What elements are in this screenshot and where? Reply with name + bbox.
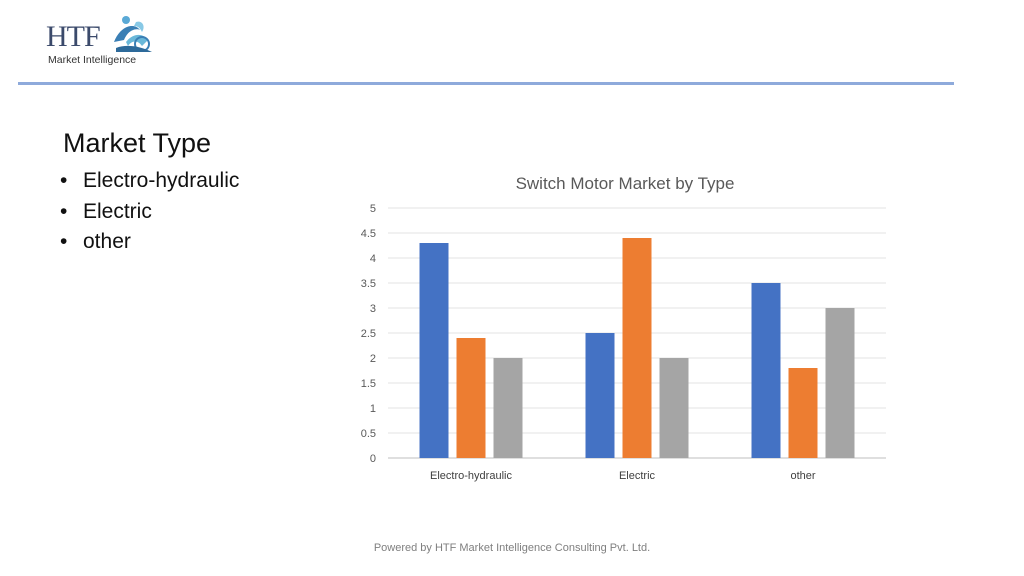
y-tick-label: 4: [370, 253, 376, 265]
y-tick-label: 3: [370, 303, 376, 315]
bar: [751, 283, 781, 458]
bar: [456, 338, 486, 458]
bar: [622, 238, 652, 458]
x-tick-label: Electro-hydraulic: [430, 470, 512, 482]
y-tick-label: 3.5: [361, 278, 376, 290]
bullet-text: other: [83, 230, 131, 253]
y-tick-label: 1.5: [361, 378, 376, 390]
y-tick-label: 2.5: [361, 328, 376, 340]
y-tick-label: 4.5: [361, 228, 376, 240]
logo-tagline: Market Intelligence: [48, 54, 137, 66]
bullet-item: • Electro-hydraulic: [60, 166, 239, 197]
bar: [419, 243, 449, 458]
bullet-marker: •: [60, 199, 68, 223]
x-tick-label: Electric: [619, 470, 656, 482]
bullet-item: • Electric: [60, 197, 239, 228]
y-tick-label: 0.5: [361, 428, 376, 440]
bar: [659, 358, 689, 458]
bullet-item: • other: [60, 227, 239, 258]
y-tick-label: 5: [370, 203, 376, 215]
bar: [585, 333, 615, 458]
chart-title: Switch Motor Market by Type: [516, 174, 735, 193]
bar: [788, 368, 818, 458]
y-tick-label: 1: [370, 403, 376, 415]
bar-chart: Switch Motor Market by Type 0 0.5 1 1.5 2 2.5…: [361, 174, 886, 482]
bullet-text: Electro-hydraulic: [83, 169, 240, 192]
bullet-text: Electric: [83, 199, 152, 223]
bullet-marker: •: [60, 169, 68, 192]
footer-credit: Powered by HTF Market Intelligence Consu…: [373, 542, 651, 554]
header-divider: [18, 82, 954, 85]
x-tick-label: other: [790, 470, 815, 482]
bar: [493, 358, 523, 458]
htf-logo: HTF Market Intelligence: [46, 12, 156, 72]
y-tick-label: 2: [370, 353, 376, 365]
bullet-list: • Electro-hydraulic • Electric • other: [60, 166, 239, 258]
logo-figures-icon: [114, 16, 152, 52]
slide-heading: Market Type: [63, 128, 212, 158]
bullet-marker: •: [60, 230, 68, 253]
logo-letters: HTF: [46, 20, 101, 53]
y-tick-label: 0: [370, 453, 376, 465]
bar: [825, 308, 855, 458]
